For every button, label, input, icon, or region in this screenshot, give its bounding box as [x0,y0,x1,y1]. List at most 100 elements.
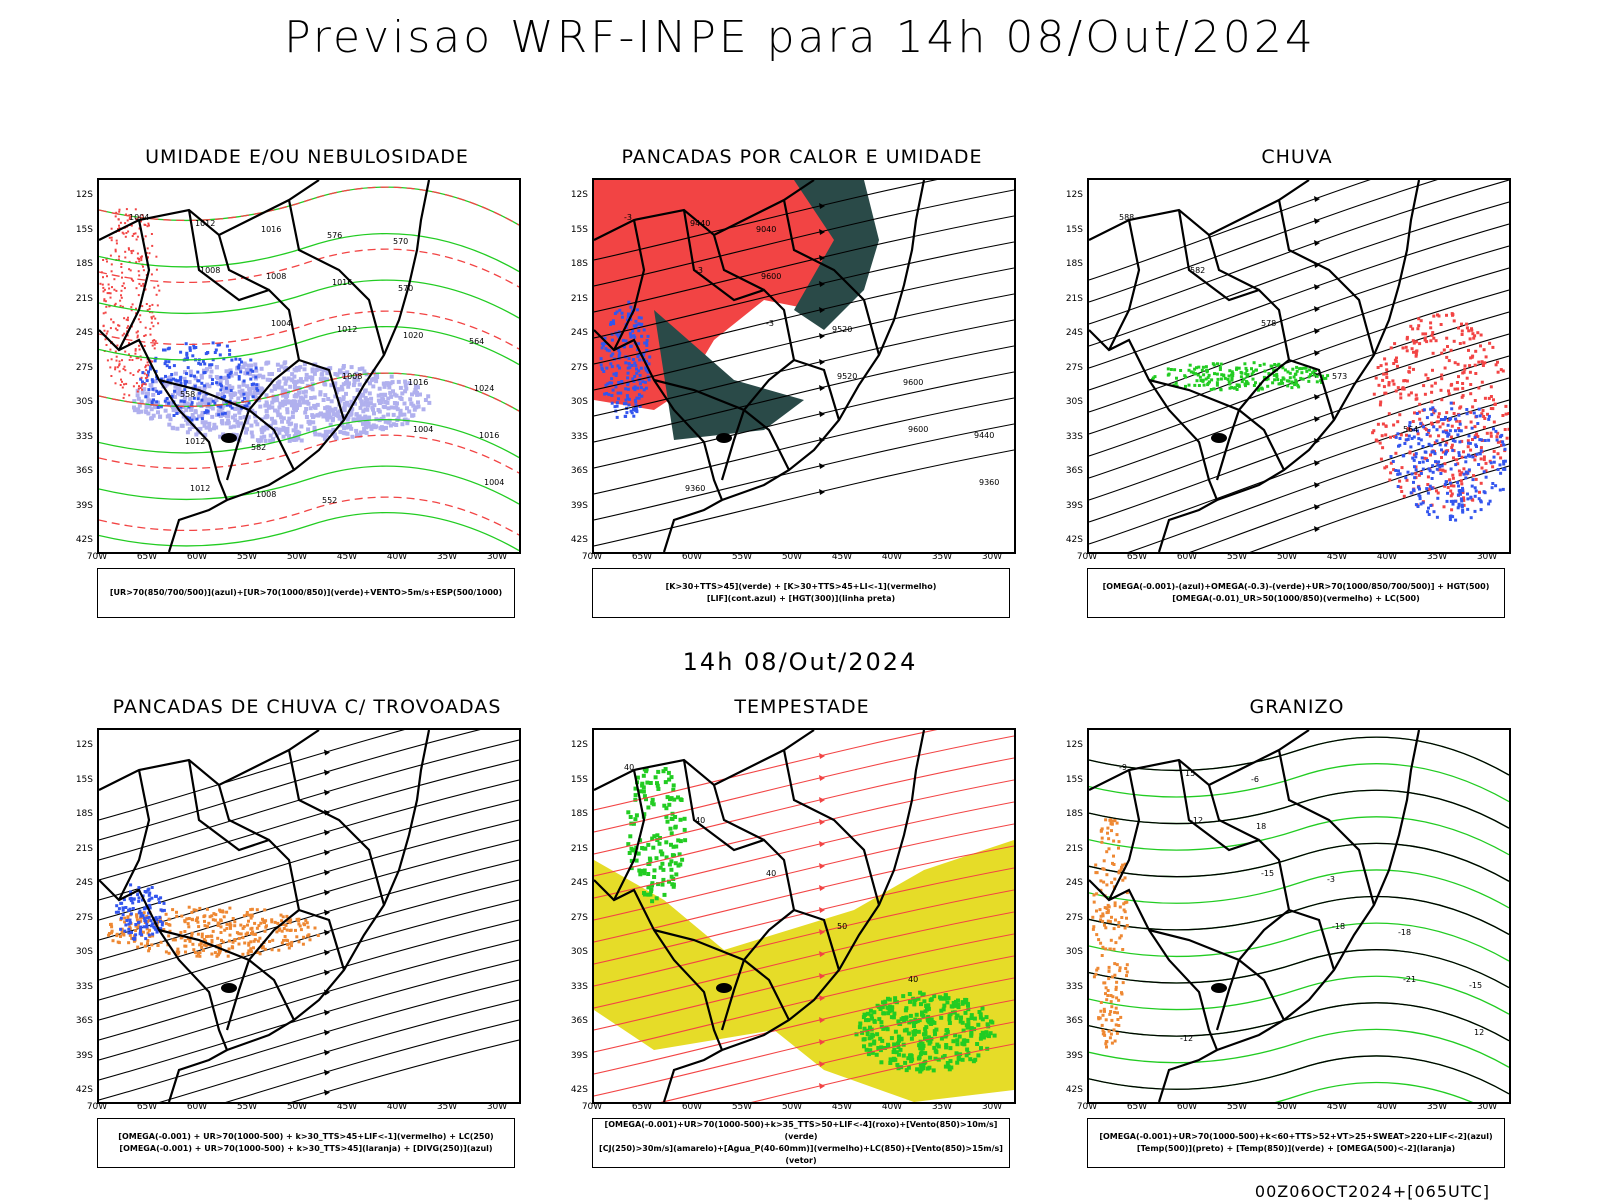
field-pixel [319,372,324,377]
field-pixel [360,402,364,407]
field-pixel [140,933,144,937]
field-pixel [1118,936,1122,940]
field-pixel [371,423,376,428]
field-pixel [315,402,320,407]
field-pixel [297,917,301,921]
field-pixel [627,851,632,855]
border-line [158,928,295,1021]
field-pixel [943,1064,948,1069]
lon-tick-label: 60W [186,1102,208,1112]
field-pixel [1435,428,1439,432]
field-pixel [1457,451,1461,455]
field-pixel [969,1026,974,1031]
field-pixel [328,429,333,434]
lat-tick-label: 39S [570,1050,588,1061]
lon-tick-label: 55W [236,1102,258,1112]
field-pixel [287,946,291,950]
field-pixel [159,908,163,912]
field-pixel [137,896,141,900]
streamline-arrow [324,1029,330,1036]
field-pixel [131,359,134,361]
field-pixel [1398,472,1402,476]
field-pixel [176,947,180,951]
field-pixel [631,377,635,381]
field-pixel [237,942,241,946]
field-pixel [1485,431,1489,435]
field-pixel [264,408,269,413]
field-pixel [1468,370,1472,374]
field-pixel [223,375,228,380]
field-pixel [628,332,632,336]
field-pixel [1392,362,1396,365]
field-pixel [295,935,299,939]
lon-tick-label: 40W [386,552,408,562]
field-pixel [662,892,667,897]
field-pixel [129,890,133,894]
field-pixel [645,342,649,345]
field-pixel [1477,407,1481,411]
lon-tick-label: 65W [136,552,158,562]
field-pixel [125,382,128,385]
field-pixel [652,875,657,879]
field-pixel [1449,499,1453,503]
field-pixel [1218,366,1222,370]
field-pixel [210,382,214,386]
field-pixel [1443,429,1447,433]
field-pixel [168,365,172,369]
field-pixel [642,328,646,332]
field-pixel [188,416,191,420]
field-pixel [236,365,240,369]
field-pixel [1403,379,1407,382]
field-pixel [1495,438,1499,442]
hgt300-contours [594,180,1014,547]
field-pixel [1462,503,1466,507]
field-pixel [1451,476,1455,480]
field-pixel [870,1016,874,1021]
field-pixel [1107,1029,1111,1033]
field-pixel [147,364,150,367]
hgt500-streamlines [1089,180,1509,552]
field-pixel [155,930,159,934]
field-pixel [146,247,149,250]
field-pixel [635,367,638,371]
field-pixel [139,911,143,915]
field-pixel [323,393,328,398]
field-pixel [363,420,368,425]
field-pixel [682,816,687,821]
contour [1089,816,1509,856]
field-pixel [902,1019,907,1024]
field-pixel [271,398,276,403]
field-pixel [1484,355,1488,359]
field-pixel [276,383,281,388]
field-pixel [1457,469,1461,473]
field-pixel [1423,392,1427,396]
field-pixel [265,426,270,431]
lat-tick-label: 42S [1065,535,1083,545]
field-pixel [1293,372,1297,376]
field-pixel [1405,335,1409,339]
field-pixel [1240,380,1244,384]
field-pixel [190,910,194,914]
field-pixel [1444,431,1448,435]
border-line [118,219,151,351]
field-pixel [918,990,923,995]
field-pixel [239,393,244,398]
field-pixel [1193,372,1197,376]
field-pixel [1262,375,1266,379]
lon-tick-label: 40W [386,1102,408,1112]
field-pixel [1489,395,1493,398]
field-pixel [1384,433,1388,437]
field-pixel [1494,484,1498,488]
contour-label: 1004 [484,478,504,487]
field-pixel [1429,321,1433,325]
streamline [594,955,1014,1053]
field-pixel [1488,499,1492,503]
field-pixel [1430,384,1434,388]
field-pixel [1095,933,1099,937]
field-pixel [1107,965,1111,969]
field-pixel [968,1057,973,1062]
field-pixel [179,378,182,382]
field-pixel [887,1009,892,1014]
field-pixel [149,416,153,421]
field-pixel [1443,469,1447,473]
